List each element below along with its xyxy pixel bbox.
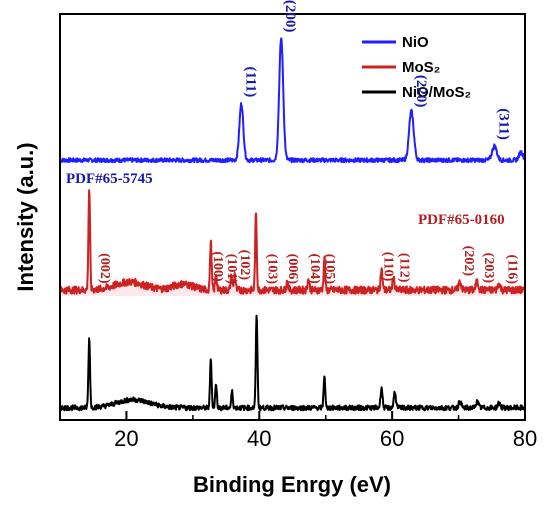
nio-pdf-label: PDF#65-5745: [66, 171, 153, 187]
mos2-peak-label: (105): [322, 254, 337, 285]
mos2-peak-label: (203): [481, 253, 496, 284]
y-axis-title: Intensity (a.u.): [13, 142, 38, 291]
series-line-nio: [59, 37, 526, 164]
mos2-pdf-label: PDF#65-0160: [418, 212, 505, 228]
series-line-nio-mos2: [59, 314, 526, 412]
mos2-peak-label: (116): [505, 255, 520, 285]
mos2-peak-label: (103): [264, 254, 279, 285]
mos2-peak-label: (002): [97, 253, 112, 284]
x-tick-label: 20: [114, 426, 138, 451]
mos2-peak-label: (110): [381, 252, 396, 282]
series-line-mos2: [59, 189, 526, 295]
mos2-peak-label: (202): [461, 246, 476, 277]
mos2-peak-label: (112): [397, 253, 412, 283]
x-tick-label: 40: [247, 426, 271, 451]
nio-peak-label: (200): [282, 0, 298, 32]
x-tick-label: 80: [513, 426, 537, 451]
mos2-peak-label: (104): [307, 253, 322, 284]
legend-label-nio-mos2: NiO/MoS₂: [402, 84, 471, 101]
mos2-peak-label: (102): [237, 250, 252, 281]
nio-peak-label: (311): [495, 108, 511, 140]
x-axis-title: Binding Enrgy (eV): [193, 472, 391, 497]
x-tick-label: 60: [380, 426, 404, 451]
mos2-peak-label: (006): [285, 254, 300, 285]
legend-label-nio: NiO: [402, 34, 429, 51]
mos2-peak-label: (100): [210, 251, 225, 282]
nio-peak-label: (220): [413, 75, 429, 108]
legend: NiO MoS₂ NiO/MoS₂: [362, 34, 471, 101]
ticks-layer: 20 40 60 80: [59, 411, 537, 451]
mos2-peak-label: (101): [224, 254, 239, 285]
nio-peak-label: (111): [242, 66, 258, 97]
series-layer: [59, 37, 526, 412]
legend-label-mos2: MoS₂: [402, 59, 440, 76]
plot-frame: [59, 13, 526, 421]
peak-label-layer: (111) (200) (220) (311) (002) (100) (101)(102)…: [97, 0, 520, 284]
